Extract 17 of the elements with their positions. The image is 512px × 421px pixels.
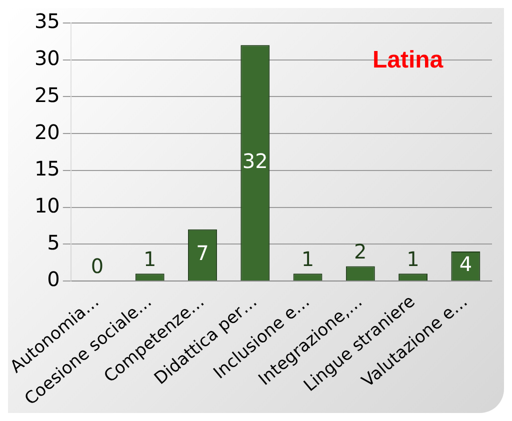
data-label: 4 [459,252,472,276]
y-tick-label: 5 [47,230,60,254]
y-tick-label: 0 [47,267,60,292]
data-label: 2 [354,239,367,264]
text: Latina [372,46,444,74]
data-label: 1 [301,246,314,271]
data-label: 32 [242,149,268,174]
data-label: 7 [196,241,209,266]
y-tick-label: 35 [34,9,60,34]
y-tick-label: 30 [34,46,60,70]
data-label: 1 [144,246,156,271]
data-label: 1 [406,246,420,271]
y-tick-label: 20 [34,120,60,144]
data-label: 0 [90,254,104,278]
y-tick-label: 10 [34,193,60,218]
y-tick-label: 25 [34,82,60,107]
y-tick-label: 15 [34,156,60,181]
